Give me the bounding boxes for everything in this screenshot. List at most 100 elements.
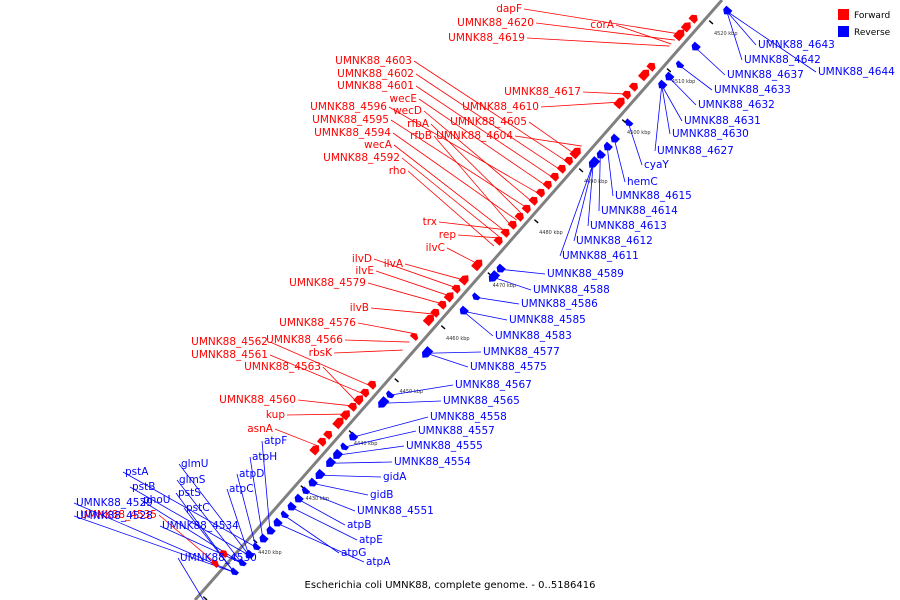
forward-gene-10[interactable] <box>367 380 377 390</box>
gene-label-umnk88-4592[interactable]: UMNK88_4592 <box>323 152 400 164</box>
gene-label-umnk88-4596[interactable]: UMNK88_4596 <box>310 101 387 113</box>
gene-label-atpd[interactable]: atpD <box>239 468 264 480</box>
forward-gene-4[interactable] <box>323 430 333 440</box>
reverse-gene-18[interactable] <box>378 396 390 408</box>
gene-label-umnk88-4566[interactable]: UMNK88_4566 <box>266 334 343 346</box>
forward-gene-23[interactable] <box>521 204 531 214</box>
gene-label-umnk88-4562[interactable]: UMNK88_4562 <box>191 336 268 348</box>
gene-label-atpa[interactable]: atpA <box>366 556 391 568</box>
forward-gene-27[interactable] <box>549 172 559 182</box>
gene-label-glms[interactable]: glmS <box>179 474 206 486</box>
gene-label-atph[interactable]: atpH <box>252 451 277 463</box>
gene-label-umnk88-4585[interactable]: UMNK88_4585 <box>509 314 586 326</box>
gene-label-dapf[interactable]: dapF <box>496 3 522 15</box>
gene-label-umnk88-4642[interactable]: UMNK88_4642 <box>744 54 821 66</box>
reverse-gene-21[interactable] <box>459 305 469 315</box>
forward-gene-33[interactable] <box>628 82 638 92</box>
gene-label-umnk88-4589[interactable]: UMNK88_4589 <box>547 268 624 280</box>
gene-label-umnk88-4620[interactable]: UMNK88_4620 <box>457 17 534 29</box>
forward-gene-19[interactable] <box>493 236 503 246</box>
forward-gene-5[interactable] <box>332 417 344 430</box>
gene-label-ilvc[interactable]: ilvC <box>426 242 445 254</box>
forward-gene-11[interactable] <box>409 333 419 341</box>
gene-label-umnk88-4602[interactable]: UMNK88_4602 <box>337 68 414 80</box>
gene-label-umnk88-4577[interactable]: UMNK88_4577 <box>483 346 560 358</box>
reverse-gene-23[interactable] <box>488 270 501 282</box>
forward-gene-13[interactable] <box>430 308 440 318</box>
forward-gene-15[interactable] <box>443 292 454 303</box>
reverse-gene-3[interactable] <box>245 549 255 559</box>
gene-label-umnk88-4554[interactable]: UMNK88_4554 <box>394 456 471 468</box>
reverse-gene-33[interactable] <box>691 41 701 51</box>
reverse-gene-20[interactable] <box>422 346 434 358</box>
gene-label-ilvd[interactable]: ilvD <box>352 253 372 265</box>
gene-label-pstb[interactable]: pstB <box>132 481 155 493</box>
forward-gene-28[interactable] <box>556 164 566 174</box>
forward-gene-18[interactable] <box>471 259 483 272</box>
gene-label-wece[interactable]: wecE <box>390 93 417 105</box>
gene-label-psta[interactable]: pstA <box>125 466 149 478</box>
gene-label-umnk88-4619[interactable]: UMNK88_4619 <box>448 32 525 44</box>
gene-label-rho[interactable]: rho <box>389 165 406 177</box>
gene-label-umnk88-4630[interactable]: UMNK88_4630 <box>672 128 749 140</box>
forward-gene-38[interactable] <box>688 14 698 24</box>
gene-label-pstc[interactable]: pstC <box>186 502 210 514</box>
forward-gene-29[interactable] <box>563 156 573 166</box>
forward-gene-3[interactable] <box>317 437 327 447</box>
reverse-gene-14[interactable] <box>326 456 336 467</box>
gene-label-umnk88-4557[interactable]: UMNK88_4557 <box>418 425 495 437</box>
gene-label-umnk88-4576[interactable]: UMNK88_4576 <box>279 317 356 329</box>
gene-label-trx[interactable]: trx <box>423 216 437 228</box>
gene-label-rfba[interactable]: rfbA <box>407 118 430 130</box>
gene-label-umnk88-4565[interactable]: UMNK88_4565 <box>443 395 520 407</box>
forward-gene-20[interactable] <box>500 228 510 238</box>
gene-label-umnk88-4575[interactable]: UMNK88_4575 <box>470 361 547 373</box>
forward-gene-36[interactable] <box>673 29 685 42</box>
forward-gene-8[interactable] <box>353 395 364 406</box>
gene-label-atpe[interactable]: atpE <box>359 534 383 546</box>
gene-label-umnk88-4579[interactable]: UMNK88_4579 <box>289 277 366 289</box>
gene-label-umnk88-4558[interactable]: UMNK88_4558 <box>430 411 507 423</box>
gene-label-atpf[interactable]: atpF <box>264 435 287 447</box>
reverse-gene-1[interactable] <box>230 567 239 576</box>
reverse-gene-25[interactable] <box>588 156 601 168</box>
gene-label-rfbb[interactable]: rfbB <box>410 130 432 142</box>
gene-label-umnk88-4601[interactable]: UMNK88_4601 <box>337 80 414 92</box>
gene-label-umnk88-4560[interactable]: UMNK88_4560 <box>219 394 296 406</box>
forward-gene-25[interactable] <box>535 188 545 198</box>
forward-gene-37[interactable] <box>680 22 691 33</box>
reverse-gene-12[interactable] <box>308 477 318 487</box>
reverse-gene-9[interactable] <box>287 501 297 511</box>
forward-gene-2[interactable] <box>309 445 320 456</box>
gene-label-umnk88-4528[interactable]: UMNK88_4528 <box>76 510 153 522</box>
gene-label-umnk88-4586[interactable]: UMNK88_4586 <box>521 298 598 310</box>
gene-label-umnk88-4595[interactable]: UMNK88_4595 <box>312 114 389 126</box>
reverse-gene-26[interactable] <box>596 149 606 159</box>
gene-label-umnk88-4534[interactable]: UMNK88_4534 <box>162 520 239 532</box>
reverse-gene-4[interactable] <box>252 542 261 551</box>
gene-label-gidb[interactable]: gidB <box>370 489 393 501</box>
forward-gene-24[interactable] <box>528 196 538 206</box>
gene-label-cyay[interactable]: cyaY <box>644 159 669 171</box>
gene-label-umnk88-4583[interactable]: UMNK88_4583 <box>495 330 572 342</box>
reverse-gene-32[interactable] <box>675 60 685 69</box>
gene-label-umnk88-4612[interactable]: UMNK88_4612 <box>576 235 653 247</box>
gene-label-rep[interactable]: rep <box>439 229 457 241</box>
reverse-gene-17[interactable] <box>349 431 359 441</box>
gene-label-rbsk[interactable]: rbsK <box>309 347 333 359</box>
gene-label-umnk88-4588[interactable]: UMNK88_4588 <box>533 284 610 296</box>
gene-label-umnk88-4551[interactable]: UMNK88_4551 <box>357 505 434 517</box>
forward-gene-17[interactable] <box>458 275 469 286</box>
gene-label-wecd[interactable]: wecD <box>393 105 422 117</box>
forward-gene-32[interactable] <box>621 90 631 100</box>
forward-gene-6[interactable] <box>340 410 350 421</box>
reverse-gene-19[interactable] <box>386 390 395 399</box>
gene-label-umnk88-4644[interactable]: UMNK88_4644 <box>818 66 895 78</box>
reverse-gene-11[interactable] <box>301 486 311 495</box>
gene-label-umnk88-4627[interactable]: UMNK88_4627 <box>657 145 734 157</box>
forward-gene-12[interactable] <box>422 314 435 327</box>
reverse-gene-22[interactable] <box>472 292 481 301</box>
gene-label-atpc[interactable]: atpC <box>229 483 254 495</box>
forward-gene-14[interactable] <box>437 300 447 310</box>
gene-label-hemc[interactable]: hemC <box>627 176 658 188</box>
